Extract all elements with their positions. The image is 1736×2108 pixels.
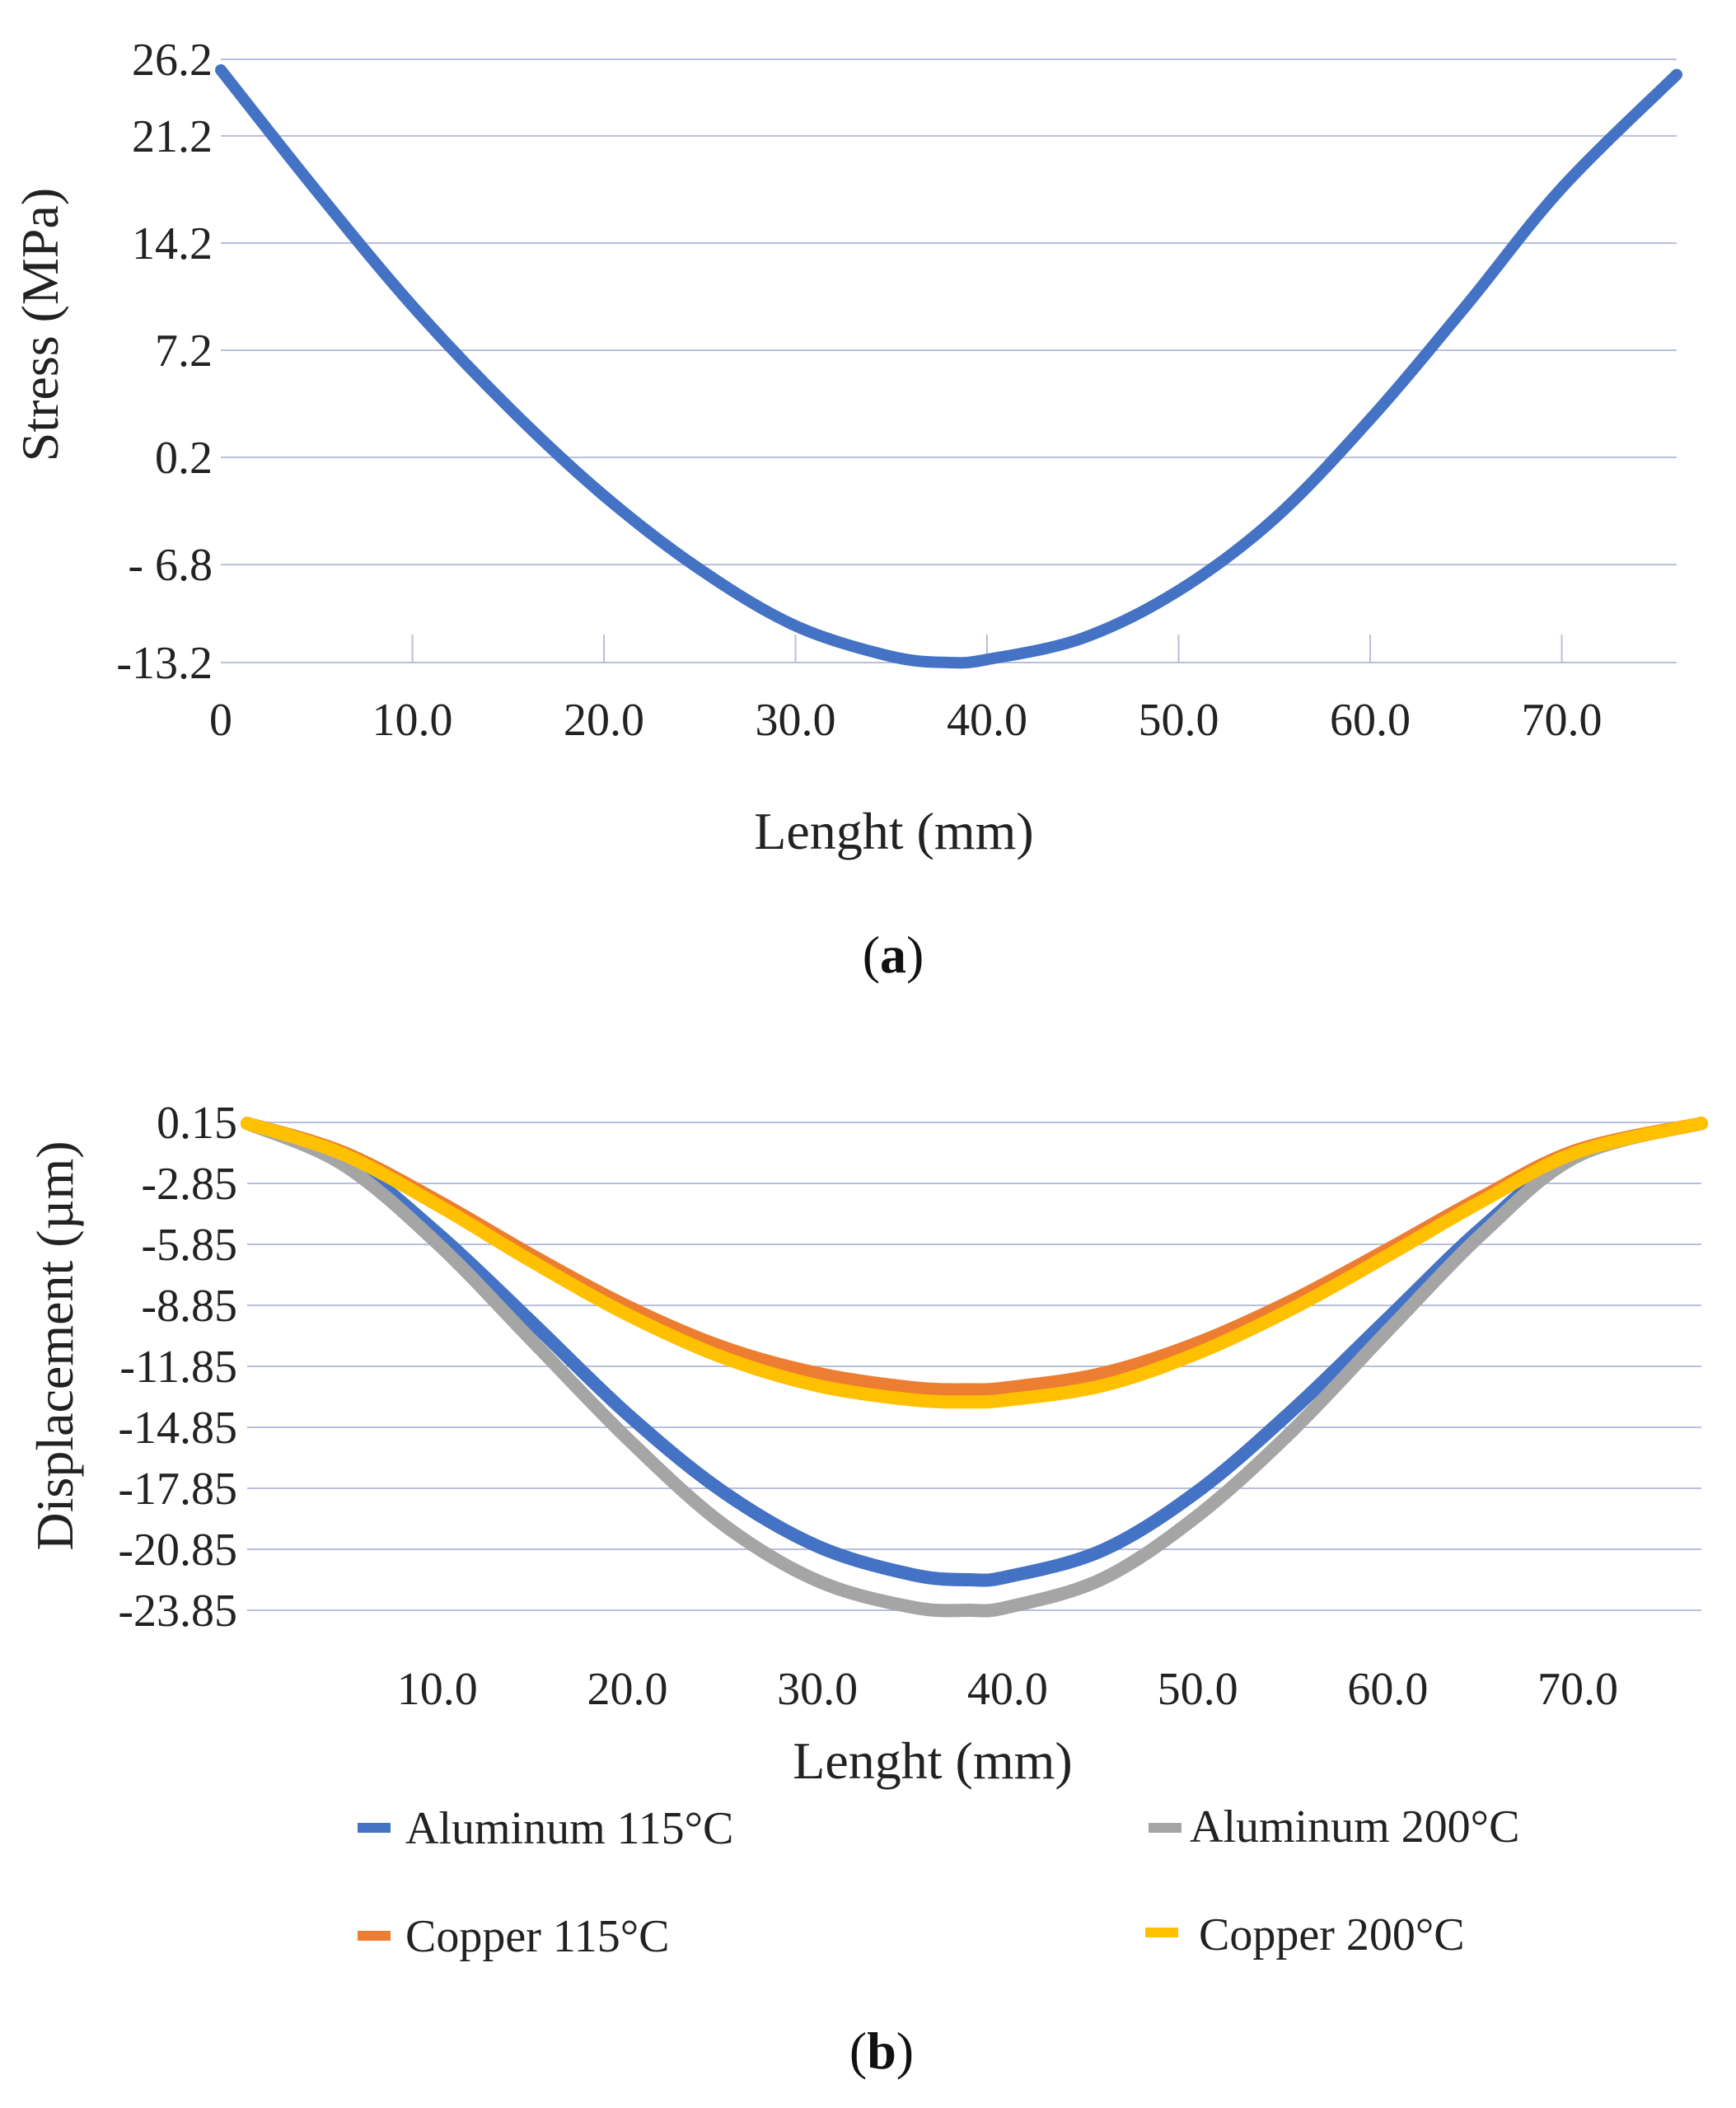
panel-b-y-tick-label-0: 0.15 (157, 1098, 237, 1149)
panel-a-x-tick-label-4: 40.0 (947, 695, 1027, 746)
panel-b-y-tick-labels: 0.15 -2.85 -5.85 -8.85 -11.85 -14.85 -17.85 -20… (118, 1098, 237, 1637)
legend-item-copper-115: Copper 115°C (358, 1911, 670, 1962)
panel-b-x-tick-label-6: 70.0 (1537, 1664, 1618, 1715)
panel-a-caption: (a) (863, 925, 924, 984)
panel-a-stress-chart: 26.2 21.2 14.2 7.2 0.2 - 6.8 -13.2 0 10.0 20.0 30… (11, 35, 1682, 984)
panel-a-x-tick-label-3: 30.0 (756, 695, 836, 746)
panel-b-y-tick-label-4: -11.85 (119, 1342, 237, 1393)
panel-a-x-tick-label-0: 0 (209, 695, 232, 746)
panel-b-series (241, 1117, 1708, 1618)
panel-a-y-tick-label-0: 26.2 (132, 35, 213, 86)
panel-a-x-tick-label-6: 60.0 (1330, 695, 1411, 746)
panel-a-y-tick-label-4: 0.2 (155, 433, 213, 484)
legend-item-copper-200: Copper 200°C (1145, 1909, 1465, 1960)
panel-b-y-tick-label-1: -2.85 (141, 1159, 237, 1210)
panel-b-x-tick-label-0: 10.0 (397, 1664, 478, 1715)
panel-a-y-tick-label-6: -13.2 (116, 638, 213, 689)
panel-a-y-tick-label-3: 7.2 (155, 326, 213, 377)
panel-b-x-tick-label-3: 40.0 (967, 1664, 1048, 1715)
panel-a-y-tick-label-2: 14.2 (132, 218, 213, 269)
panel-b-series-line-copper-200-c (241, 1117, 1708, 1409)
panel-a-x-tick-marks (411, 635, 1563, 663)
legend-item-aluminum-115: Aluminum 115°C (358, 1803, 733, 1854)
panel-b-x-tick-label-4: 50.0 (1158, 1664, 1238, 1715)
panel-b-x-tick-label-5: 60.0 (1347, 1664, 1428, 1715)
panel-a-y-tick-label-5: - 6.8 (128, 540, 213, 591)
legend-label-copper-200: Copper 200°C (1199, 1909, 1465, 1960)
panel-b-x-tick-labels: 10.0 20.0 30.0 40.0 50.0 60.0 70.0 (397, 1664, 1618, 1715)
panel-a-gridlines (221, 59, 1677, 663)
panel-a-x-tick-label-5: 50.0 (1139, 695, 1219, 746)
panel-a-x-tick-label-7: 70.0 (1522, 695, 1603, 746)
panel-b-y-tick-label-7: -20.85 (118, 1525, 237, 1576)
panel-b-y-tick-label-3: -8.85 (141, 1281, 237, 1332)
panel-b-y-tick-label-2: -5.85 (141, 1220, 237, 1271)
legend-item-aluminum-200: Aluminum 200°C (1149, 1801, 1519, 1853)
panel-a-y-tick-label-1: 21.2 (132, 111, 213, 162)
panel-b-x-axis-title: Lenght (mm) (793, 1731, 1072, 1790)
panel-a-series-line-stress (215, 64, 1682, 669)
panel-a-series (215, 64, 1682, 669)
panel-b-y-tick-label-5: -14.85 (118, 1403, 237, 1454)
panel-b-y-tick-label-8: -23.85 (118, 1586, 237, 1637)
panel-b-x-tick-label-1: 20.0 (587, 1664, 667, 1715)
panel-b-displacement-chart: 0.15 -2.85 -5.85 -8.85 -11.85 -14.85 -17.85 -20… (26, 1098, 1708, 2080)
legend-label-aluminum-200: Aluminum 200°C (1190, 1801, 1519, 1853)
panel-b-legend: Aluminum 115°C Aluminum 200°C Copper 115… (358, 1801, 1519, 1962)
panel-a-y-axis-title: Stress (MPa) (11, 188, 69, 461)
legend-label-copper-115: Copper 115°C (405, 1911, 670, 1962)
panel-b-y-tick-label-6: -17.85 (118, 1464, 237, 1515)
panel-b-caption: (b) (849, 2021, 914, 2080)
legend-label-aluminum-115: Aluminum 115°C (405, 1803, 733, 1854)
panel-a-x-axis-title: Lenght (mm) (754, 802, 1033, 860)
panel-b-x-tick-label-2: 30.0 (777, 1664, 858, 1715)
panel-b-y-axis-title: Displacement (µm) (26, 1141, 84, 1550)
panel-a-x-tick-label-1: 10.0 (372, 695, 453, 746)
panel-a-y-tick-labels: 26.2 21.2 14.2 7.2 0.2 - 6.8 -13.2 (116, 35, 213, 689)
panel-b-series-line-aluminum-200-c (241, 1117, 1708, 1618)
panel-a-x-tick-label-2: 20.0 (564, 695, 644, 746)
panel-b-gridlines (247, 1122, 1701, 1611)
panel-a-x-tick-labels: 0 10.0 20.0 30.0 40.0 50.0 60.0 70.0 (209, 695, 1603, 746)
